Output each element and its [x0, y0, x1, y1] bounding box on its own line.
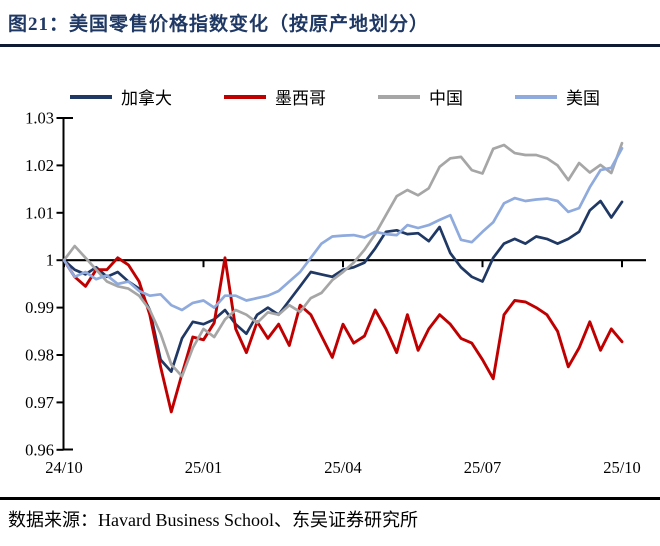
y-tick-label: 0.96 [25, 440, 54, 459]
x-tick-label: 24/10 [45, 458, 83, 477]
legend-label-mexico: 墨西哥 [275, 89, 326, 108]
legend-label-china: 中国 [429, 89, 463, 108]
legend-label-us: 美国 [566, 89, 600, 108]
x-tick-label: 25/04 [324, 458, 362, 477]
y-tick-label: 1.02 [25, 156, 54, 175]
series-line-1 [62, 256, 624, 414]
footer-divider [0, 497, 660, 500]
y-tick-label: 1.03 [25, 110, 54, 128]
chart-legend: 加拿大 墨西哥 中国 美国 [70, 84, 600, 109]
y-tick-label: 0.97 [25, 393, 54, 412]
x-tick-label: 25/10 [603, 458, 641, 477]
y-tick-label: 1.01 [25, 203, 54, 222]
series-line-2 [62, 141, 624, 378]
legend-item-us: 美国 [515, 84, 600, 109]
series-line-3 [62, 146, 624, 312]
figure-title: 图21：美国零售价格指数变化（按原产地划分） [8, 14, 430, 35]
legend-item-china: 中国 [378, 84, 463, 109]
title-divider [0, 44, 660, 47]
legend-swatch-mexico [224, 94, 266, 99]
legend-swatch-china [378, 94, 420, 99]
data-source: 数据来源：Havard Business School、东吴证券研究所 [8, 510, 418, 530]
legend-swatch-canada [70, 94, 112, 99]
legend-label-canada: 加拿大 [121, 89, 172, 108]
x-tick-label: 25/01 [185, 458, 223, 477]
y-tick-label: 0.99 [25, 298, 54, 317]
series-line-0 [62, 199, 624, 373]
legend-item-mexico: 墨西哥 [224, 84, 326, 109]
legend-item-canada: 加拿大 [70, 84, 172, 109]
x-tick-label: 25/07 [464, 458, 502, 477]
y-tick-label: 1 [46, 251, 54, 270]
y-tick-label: 0.98 [25, 346, 54, 365]
legend-swatch-us [515, 94, 557, 99]
